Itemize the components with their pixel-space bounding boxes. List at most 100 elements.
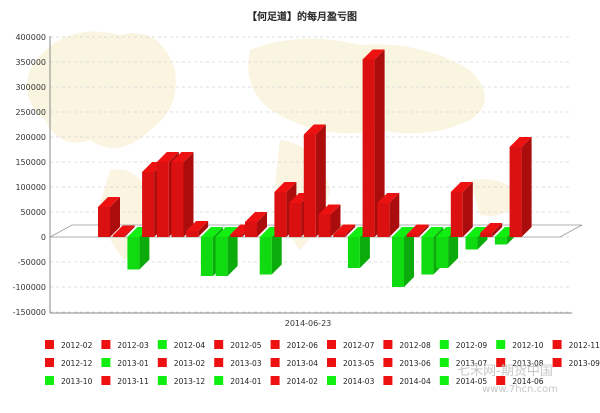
legend-item-2012-11: 2012-11 [552, 340, 600, 350]
legend-swatch [552, 340, 562, 349]
bar-front [406, 234, 419, 237]
legend-label: 2013-03 [230, 359, 262, 368]
bar-side [139, 227, 150, 270]
y-tick-label: 50000 [21, 208, 46, 217]
legend-label: 2013-04 [287, 359, 319, 368]
legend-item-2014-01: 2014-01 [214, 376, 262, 386]
bar-front [156, 162, 169, 237]
legend-label: 2014-06 [512, 377, 544, 386]
legend-swatch [383, 358, 393, 367]
y-tick-label: 350000 [15, 58, 46, 67]
legend-swatch [101, 358, 111, 367]
watermark: 七禾网-期货中国 www.7hcn.com [457, 363, 558, 395]
legend-swatch [101, 376, 111, 385]
bar-top [245, 212, 267, 222]
bar-2013-05 [318, 204, 341, 237]
bar-2013-06 [333, 224, 356, 237]
legend-label: 2014-01 [230, 377, 262, 386]
bar-2014-01 [436, 227, 459, 268]
legend-item-2012-07: 2012-07 [327, 340, 375, 350]
legend-swatch [496, 376, 506, 385]
bar-front [318, 214, 331, 237]
legend-label: 2013-12 [174, 377, 206, 386]
legend-swatch [383, 376, 393, 385]
legend-label: 2013-02 [174, 359, 206, 368]
legend-label: 2012-11 [569, 341, 600, 350]
bar-side [418, 224, 429, 237]
x-category-label: 2014-06-23 [285, 319, 332, 328]
bar-2012-07 [171, 152, 194, 237]
y-tick-label: 100000 [15, 183, 46, 192]
legend-label: 2012-12 [61, 359, 93, 368]
bar-top [318, 204, 341, 215]
bar-front [259, 237, 272, 275]
legend-item-2012-09: 2012-09 [439, 340, 488, 350]
bar-top [392, 227, 414, 237]
legend-item-2012-08: 2012-08 [383, 340, 431, 350]
legend-label: 2014-05 [456, 377, 488, 386]
legend-label: 2012-03 [117, 341, 149, 350]
legend-label: 2012-09 [456, 341, 488, 350]
legend-item-2013-09: 2013-09 [552, 358, 600, 368]
legend-item-2012-12: 2012-12 [45, 358, 93, 368]
legend-item-2012-06: 2012-06 [270, 340, 319, 350]
legend-label: 2014-02 [287, 377, 319, 386]
bar-front [494, 237, 507, 245]
legend-swatch [101, 340, 111, 349]
legend-swatch [327, 340, 336, 349]
y-tick-label: -150000 [13, 308, 46, 317]
legend-swatch [270, 358, 280, 367]
watermark-line1: 七禾网-期货中国 [457, 363, 553, 379]
bar-front [171, 162, 184, 237]
bar-front [421, 237, 434, 275]
legend-label: 2013-01 [117, 359, 149, 368]
bar-2013-04 [303, 124, 326, 237]
bar-side [271, 227, 282, 275]
bar-front [509, 147, 522, 237]
legend-label: 2012-06 [287, 341, 319, 350]
bar-front [215, 237, 228, 276]
y-tick-label: 250000 [15, 108, 46, 117]
legend-swatch [214, 358, 224, 367]
bar-top [377, 193, 400, 203]
y-tick-label: 200000 [15, 133, 46, 142]
bar-front [436, 237, 449, 268]
legend-label: 2012-08 [399, 341, 431, 350]
legend-item-2014-03: 2014-03 [327, 376, 375, 386]
legend-swatch [45, 358, 54, 367]
bar-2012-02 [98, 197, 120, 237]
bar-front [450, 192, 463, 237]
y-tick-label: 300000 [15, 83, 46, 92]
legend-item-2013-10: 2013-10 [45, 376, 93, 386]
legend-swatch [327, 376, 336, 385]
legend-swatch [496, 340, 506, 349]
legend-swatch [157, 376, 167, 385]
legend-label: 2013-09 [569, 359, 600, 368]
bar-side [448, 227, 459, 268]
legend-label: 2014-03 [343, 377, 375, 386]
bar-side [257, 212, 267, 237]
legend-swatch [439, 376, 449, 385]
legend-item-2013-12: 2013-12 [157, 376, 206, 386]
legend-swatch [45, 340, 54, 349]
bar-front [274, 192, 287, 237]
legend-swatch [552, 358, 562, 367]
legend-label: 2013-07 [456, 359, 488, 368]
bar-front [392, 237, 404, 287]
bar-side [315, 124, 326, 237]
bar-2012-12 [245, 212, 267, 237]
bar-2014-02 [450, 182, 473, 237]
bar-front [480, 233, 493, 237]
bar-top [186, 221, 209, 231]
bar-top [112, 225, 135, 236]
bar-top [200, 227, 223, 237]
bar-side [404, 227, 414, 287]
y-tick-label: 150000 [15, 158, 46, 167]
y-tick-label: 0 [41, 233, 46, 242]
bar-2012-08 [186, 221, 209, 237]
legend-swatch [496, 358, 506, 367]
legend-item-2013-01: 2013-01 [101, 358, 149, 368]
legend-item-2014-04: 2014-04 [383, 376, 431, 386]
bar-top [406, 224, 429, 235]
legend-label: 2013-08 [512, 359, 544, 368]
